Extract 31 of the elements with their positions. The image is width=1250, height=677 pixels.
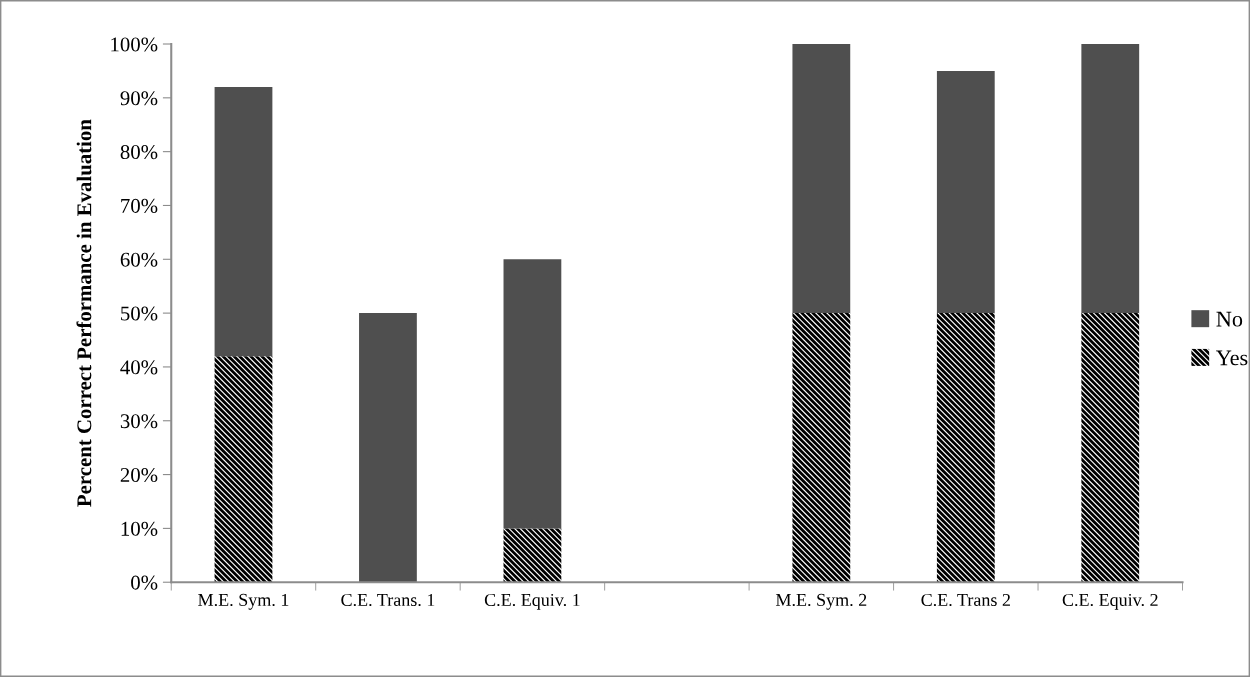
bar (936, 313, 995, 583)
x-tick-label: C.E. Equiv. 1 (484, 593, 580, 610)
x-tick-label: M.E. Sym. 1 (198, 593, 289, 610)
bar (503, 528, 562, 583)
y-tick-label: 90% (120, 91, 158, 106)
bar (214, 87, 273, 357)
legend-label: Yes (1216, 350, 1248, 366)
y-tick-label: 100% (111, 37, 158, 52)
y-tick-label: 0% (131, 575, 158, 590)
x-tick-label: M.E. Sym. 2 (775, 593, 867, 610)
bar (792, 313, 851, 583)
x-tick-label: C.E. Trans 2 (921, 593, 1010, 607)
y-tick-label: 50% (121, 306, 158, 321)
y-tick-label: 80% (120, 145, 158, 160)
bar (214, 356, 273, 583)
bar (503, 259, 562, 529)
bar (1081, 313, 1140, 583)
x-tick-label: C.E. Trans. 1 (341, 593, 435, 607)
y-axis-title: Percent Correct Performance in Evaluation (76, 119, 92, 507)
y-tick-label: 20% (120, 467, 158, 483)
bar (1081, 44, 1140, 314)
legend-label: No (1216, 311, 1243, 327)
x-tick-label: C.E. Equiv. 2 (1062, 593, 1158, 610)
y-tick-label: 70% (121, 198, 158, 213)
bar (359, 313, 417, 583)
y-tick-label: 10% (121, 521, 158, 536)
bar (792, 44, 851, 314)
y-tick-label: 40% (120, 360, 158, 375)
y-tick-label: 60% (120, 252, 158, 267)
bar (936, 70, 995, 314)
y-tick-label: 30% (120, 414, 158, 429)
